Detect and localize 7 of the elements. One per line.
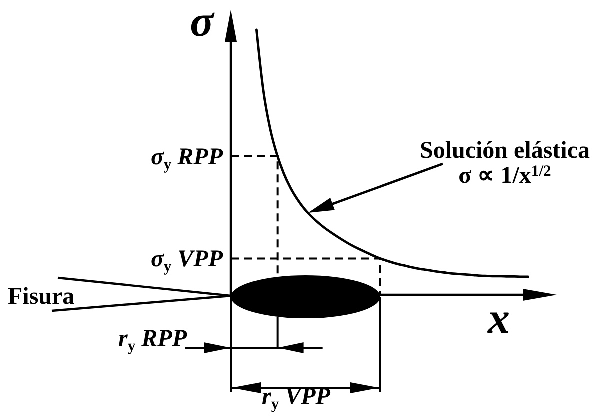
ref-line-label: σ$_{y}$ VPP [150, 246, 224, 276]
y-axis-title: σ [190, 0, 216, 46]
ref-line-label: σ$_{y}$ RPP [150, 144, 224, 174]
text: r$_{y}$ RPP [118, 326, 188, 355]
text: Fisura [8, 284, 75, 310]
annotation: Solución elástica σ ∝ 1/x$^{1/2}$ [420, 138, 590, 189]
x-axis-title: x [487, 294, 510, 343]
